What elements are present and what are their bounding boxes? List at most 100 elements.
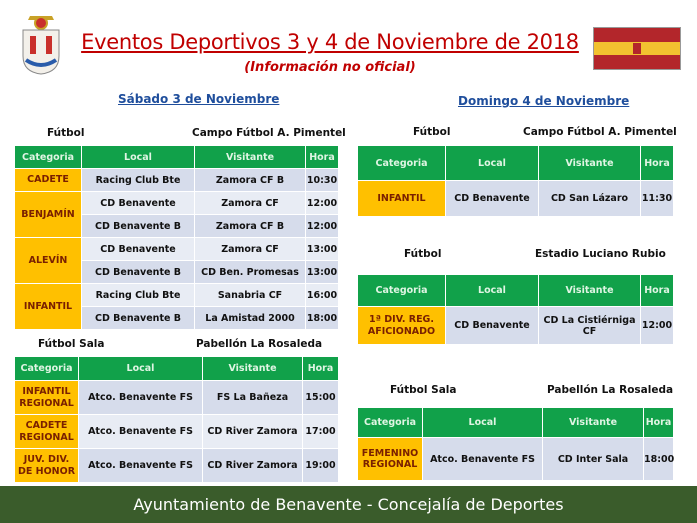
match-time: 12:00: [641, 307, 673, 344]
category-cell: FEMENINO REGIONAL: [358, 438, 422, 480]
column-header: Local: [82, 146, 194, 168]
venue-label: Pabellón La Rosaleda: [547, 384, 674, 396]
table-row: JUV. DIV. DE HONOR Atco. Benavente FS CD R…: [15, 449, 338, 482]
local-team: Racing Club Bte: [82, 169, 194, 191]
column-header: Visitante: [543, 408, 643, 437]
column-header: Visitante: [203, 357, 302, 380]
category-cell: 1ª DIV. REG. AFICIONADO: [358, 307, 445, 344]
match-time: 18:00: [644, 438, 674, 480]
match-time: 16:00: [306, 284, 338, 306]
table-row: FEMENINO REGIONAL Atco. Benavente FS CD In…: [358, 438, 674, 480]
category-cell: INFANTIL REGIONAL: [15, 381, 78, 414]
column-header: Categoria: [15, 357, 78, 380]
sport-label: Fútbol: [413, 126, 451, 138]
local-team: Atco. Benavente FS: [79, 381, 202, 414]
venue-label: Pabellón La Rosaleda: [196, 338, 323, 350]
visitor-team: CD Ben. Promesas: [195, 261, 305, 283]
flag-icon: [593, 27, 681, 70]
match-time: 12:00: [306, 192, 338, 214]
table-row: INFANTIL Racing Club Bte Sanabria CF 16:00: [15, 284, 338, 329]
category-cell: INFANTIL: [15, 284, 81, 329]
table-row: CD Benavente B CD Ben. Promesas 13:00: [15, 261, 338, 283]
visitor-team: La Amistad 2000: [195, 307, 305, 329]
sport-label: Fútbol Sala: [38, 338, 105, 350]
table-row: INFANTIL CD Benavente CD San Lázaro 11:30: [358, 181, 673, 216]
category-cell: CADETE: [15, 169, 81, 191]
visitor-team: CD River Zamora: [203, 449, 302, 482]
local-team: CD Benavente B: [82, 215, 194, 237]
coat-of-arms-icon: [20, 14, 62, 76]
category-cell: ALEVÍN: [15, 238, 81, 283]
sport-label: Fútbol: [47, 127, 85, 139]
visitor-team: Zamora CF B: [195, 215, 305, 237]
match-time: 13:00: [306, 238, 338, 260]
match-time: 15:00: [303, 381, 338, 414]
table-row: BENJAMÍN CD Benavente Zamora CF 12:00: [15, 192, 338, 237]
sunday-heading: Domingo 4 de Noviembre: [458, 94, 630, 108]
visitor-team: Zamora CF: [195, 192, 305, 214]
visitor-team: CD San Lázaro: [539, 181, 640, 216]
visitor-team: CD River Zamora: [203, 415, 302, 448]
local-team: CD Benavente: [82, 238, 194, 260]
visitor-team: CD La Cistiérniga CF: [539, 307, 640, 344]
column-header: Categoria: [358, 408, 422, 437]
visitor-team: CD Inter Sala: [543, 438, 643, 480]
page-subtitle: (Información no oficial): [244, 60, 416, 75]
schedule-table: Categoria Local Visitante Hora FEMENINO REGI…: [357, 407, 674, 481]
column-header: Local: [79, 357, 202, 380]
table-row: CD Benavente B La Amistad 2000 18:00: [15, 307, 338, 329]
footer: Ayuntamiento de Benavente - Concejalía d…: [0, 486, 697, 523]
schedule-table: Categoria Local Visitante Hora INFANTIL REGI…: [14, 356, 339, 483]
table-row: CD Benavente B Zamora CF B 12:00: [15, 215, 338, 237]
table-row: INFANTIL REGIONAL Atco. Benavente FS FS La…: [15, 381, 338, 414]
column-header: Local: [446, 146, 538, 180]
column-header: Hora: [644, 408, 673, 437]
schedule-table: Categoria Local Visitante Hora 1ª DIV. REG. …: [357, 274, 674, 345]
column-header: Local: [446, 275, 538, 306]
table-row: 1ª DIV. REG. AFICIONADO CD Benavente CD La…: [358, 307, 673, 344]
sport-label: Fútbol Sala: [390, 384, 457, 396]
column-header: Hora: [641, 146, 673, 180]
venue-label: Estadio Luciano Rubio: [535, 248, 666, 260]
visitor-team: Sanabria CF: [195, 284, 305, 306]
column-header: Visitante: [539, 275, 640, 306]
match-time: 13:00: [306, 261, 338, 283]
local-team: Racing Club Bte: [82, 284, 194, 306]
local-team: CD Benavente B: [82, 261, 194, 283]
table-row: CADETE REGIONAL Atco. Benavente FS CD Rive…: [15, 415, 338, 448]
local-team: Atco. Benavente FS: [79, 449, 202, 482]
match-time: 10:30: [306, 169, 338, 191]
venue-label: Campo Fútbol A. Pimentel: [192, 127, 346, 139]
match-time: 11:30: [641, 181, 673, 216]
schedule-table: Categoria Local Visitante Hora CADETE Racing …: [14, 145, 339, 330]
match-time: 12:00: [306, 215, 338, 237]
header-row: Categoria Local Visitante Hora: [358, 146, 673, 180]
column-header: Categoria: [15, 146, 81, 168]
table-row: ALEVÍN CD Benavente Zamora CF 13:00: [15, 238, 338, 283]
column-header: Categoria: [358, 275, 445, 306]
column-header: Visitante: [195, 146, 305, 168]
category-cell: JUV. DIV. DE HONOR: [15, 449, 78, 482]
visitor-team: Zamora CF: [195, 238, 305, 260]
page-title: Eventos Deportivos 3 y 4 de Noviembre de…: [81, 30, 579, 54]
column-header: Visitante: [539, 146, 640, 180]
column-header: Local: [423, 408, 542, 437]
saturday-heading: Sábado 3 de Noviembre: [118, 92, 280, 106]
match-time: 18:00: [306, 307, 338, 329]
local-team: CD Benavente B: [82, 307, 194, 329]
local-team: Atco. Benavente FS: [423, 438, 542, 480]
local-team: CD Benavente: [446, 307, 538, 344]
table-row: CADETE Racing Club Bte Zamora CF B 10:30: [15, 169, 338, 191]
local-team: CD Benavente: [446, 181, 538, 216]
schedule-table: Categoria Local Visitante Hora INFANTIL CD Be…: [357, 145, 674, 217]
category-cell: BENJAMÍN: [15, 192, 81, 237]
visitor-team: Zamora CF B: [195, 169, 305, 191]
header-row: Categoria Local Visitante Hora: [15, 357, 338, 380]
column-header: Hora: [303, 357, 338, 380]
sport-label: Fútbol: [404, 248, 442, 260]
column-header: Categoria: [358, 146, 445, 180]
column-header: Hora: [641, 275, 673, 306]
column-header: Hora: [306, 146, 338, 168]
header-row: Categoria Local Visitante Hora: [358, 275, 673, 306]
local-team: Atco. Benavente FS: [79, 415, 202, 448]
